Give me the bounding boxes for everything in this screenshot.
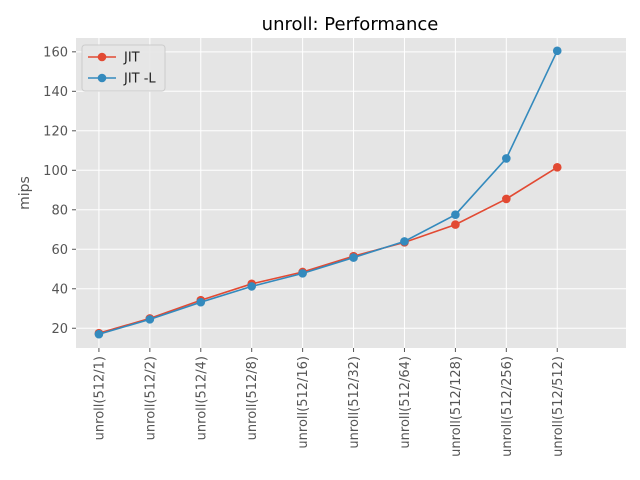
data-point [552,46,562,56]
data-point [298,269,307,278]
x-tick-label: unroll(512/32) [347,356,362,449]
y-tick-label: 80 [51,203,68,218]
plot-background [76,38,626,348]
data-point [196,297,206,307]
series-line [98,50,558,335]
y-tick-label: 160 [43,45,68,60]
data-point [94,329,104,339]
x-tick-label: unroll(512/16) [296,356,311,449]
legend-label: JIT [123,51,140,66]
data-point [400,237,409,246]
legend-marker [97,52,107,62]
data-point [247,282,256,291]
data-point [451,210,460,220]
series-jit-l [94,46,562,339]
x-tick-label: unroll(512/128) [449,356,464,457]
legend: JIT JIT -L [81,44,166,92]
legend-label: JIT -L [123,72,156,87]
legend-marker [97,73,107,83]
y-tick-label: 40 [51,282,68,297]
x-tick-label: unroll(512/64) [398,356,413,449]
chart-title: unroll: Performance [262,14,439,35]
y-tick-label: 100 [43,164,68,179]
data-point [145,315,155,324]
series-layer [94,46,562,339]
y-tick-label: 140 [43,85,68,100]
y-tick-label: 20 [51,322,68,337]
x-tick-label: unroll(512/4) [194,356,209,440]
axis-ticks: 20 40 60 80 100 120 140 160 unroll(512/1) unroll(… [43,45,566,457]
series-line [98,166,558,334]
x-tick-label: unroll(512/256) [500,356,515,457]
y-tick-label: 60 [51,243,68,258]
data-point [502,194,511,204]
data-point [451,220,460,229]
legend-entry: JIT -L [88,72,156,87]
y-tick-label: 120 [43,124,68,139]
data-point [552,163,562,172]
x-tick-label: unroll(512/2) [143,356,158,440]
x-tick-label: unroll(512/1) [92,356,107,440]
legend-entry: JIT [88,51,140,66]
x-tick-label: unroll(512/8) [245,356,260,440]
x-tick-label: unroll(512/512) [551,356,566,457]
y-axis-label: mips [17,176,33,210]
data-point [349,253,358,262]
data-point [502,154,511,163]
